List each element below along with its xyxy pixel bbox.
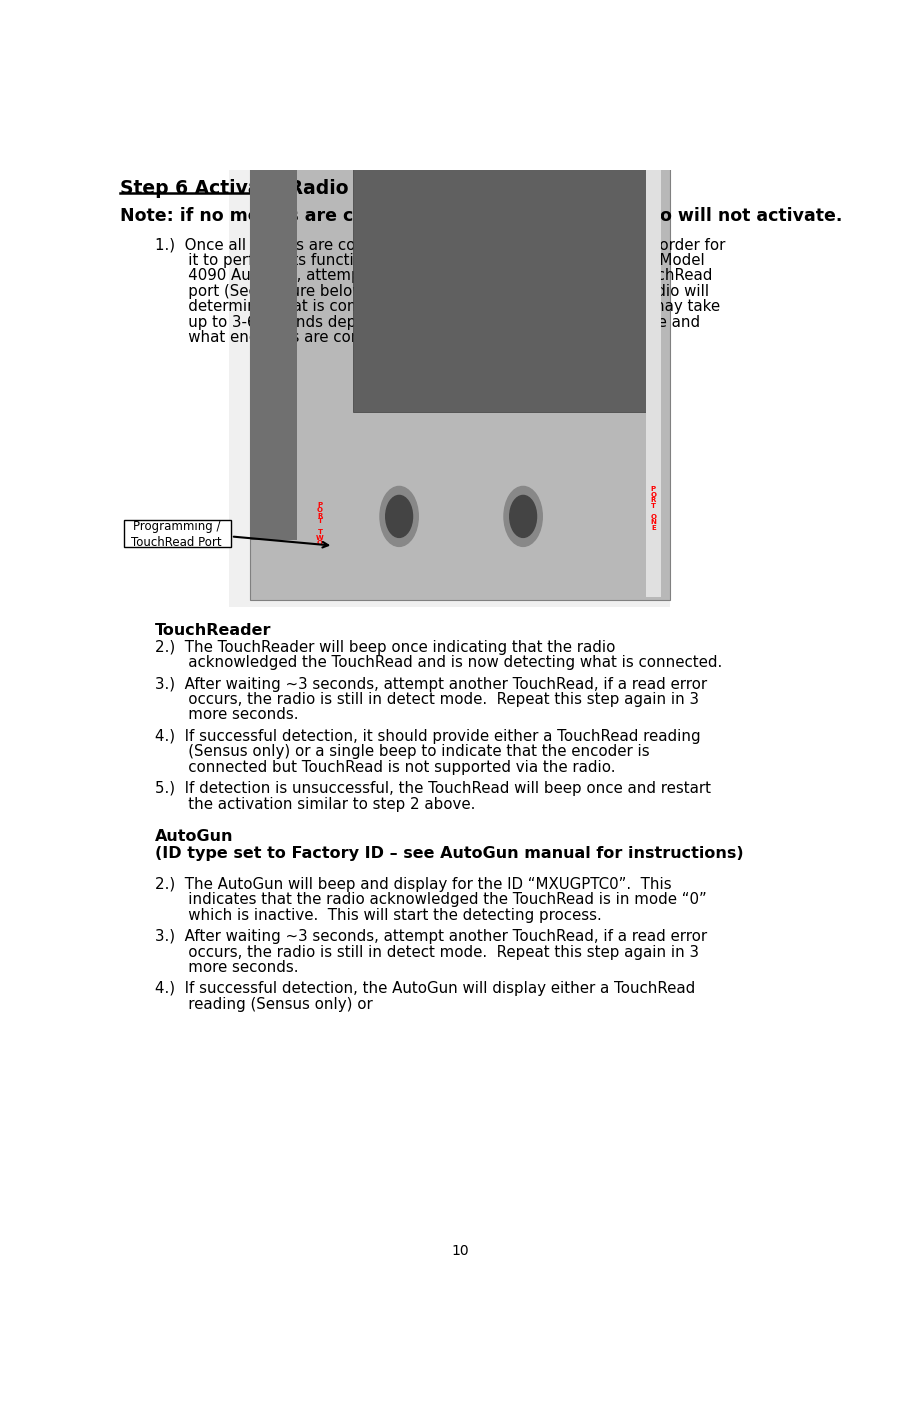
Text: reading (Sensus only) or: reading (Sensus only) or	[155, 997, 373, 1012]
Text: determine what is connected to this unit automatically.  This may take: determine what is connected to this unit…	[155, 299, 720, 314]
Bar	[250, 0, 671, 599]
Circle shape	[504, 487, 542, 547]
Bar	[228, 0, 671, 607]
Text: 4090 AutoGun, attempt a TouchRead on the Programming/TouchRead: 4090 AutoGun, attempt a TouchRead on the…	[155, 269, 712, 283]
Text: 5.)  If detection is unsuccessful, the TouchRead will beep once and restart: 5.) If detection is unsuccessful, the To…	[155, 782, 711, 796]
Text: (Sensus only) or a single beep to indicate that the encoder is: (Sensus only) or a single beep to indica…	[155, 745, 650, 759]
Text: occurs, the radio is still in detect mode.  Repeat this step again in 3: occurs, the radio is still in detect mod…	[155, 944, 699, 960]
Text: connected but TouchRead is not supported via the radio.: connected but TouchRead is not supported…	[155, 760, 616, 775]
Text: the activation similar to step 2 above.: the activation similar to step 2 above.	[155, 797, 476, 811]
Text: Programming /
TouchRead Port: Programming / TouchRead Port	[131, 520, 222, 548]
Text: 3.)  After waiting ~3 seconds, attempt another TouchRead, if a read error: 3.) After waiting ~3 seconds, attempt an…	[155, 677, 708, 691]
Text: it to perform its function.  To activate, using a TouchReader or Model: it to perform its function. To activate,…	[155, 253, 705, 268]
Text: 2.)  The AutoGun will beep and display for the ID “MXUGPTC0”.  This: 2.) The AutoGun will beep and display fo…	[155, 877, 672, 892]
Text: what encoders are connected to it.: what encoders are connected to it.	[155, 330, 452, 346]
Text: 2.)  The TouchReader will beep once indicating that the radio: 2.) The TouchReader will beep once indic…	[155, 640, 616, 654]
Text: 10: 10	[452, 1245, 469, 1257]
Text: P
O
R
T
 
T
W
O: P O R T T W O	[316, 501, 324, 547]
Text: Note: if no meters are connected to this radio, the radio will not activate.: Note: if no meters are connected to this…	[120, 207, 842, 225]
Text: indicates that the radio acknowledged the TouchRead is in mode “0”: indicates that the radio acknowledged th…	[155, 892, 707, 908]
Text: TouchReader: TouchReader	[155, 623, 271, 637]
Text: P
O
R
T
 
O
N
E: P O R T O N E	[650, 487, 656, 531]
Text: up to 3-6 seconds depending on if this unit is dual port capable and: up to 3-6 seconds depending on if this u…	[155, 314, 700, 330]
Text: which is inactive.  This will start the detecting process.: which is inactive. This will start the d…	[155, 908, 601, 923]
Bar	[645, 0, 661, 598]
Bar	[250, 0, 297, 539]
Text: more seconds.: more seconds.	[155, 960, 298, 976]
Text: 4.)  If successful detection, it should provide either a TouchRead reading: 4.) If successful detection, it should p…	[155, 729, 700, 743]
Text: 3.)  After waiting ~3 seconds, attempt another TouchRead, if a read error: 3.) After waiting ~3 seconds, attempt an…	[155, 929, 708, 944]
Text: AutoGun: AutoGun	[155, 828, 234, 844]
Text: port (See picture below).  Once TouchRead is activated, the radio will: port (See picture below). Once TouchRead…	[155, 283, 709, 299]
Text: 4.)  If successful detection, the AutoGun will display either a TouchRead: 4.) If successful detection, the AutoGun…	[155, 981, 695, 997]
Text: 1.)  Once all meters are connected, the radio must be activated in order for: 1.) Once all meters are connected, the r…	[155, 238, 725, 252]
Circle shape	[386, 496, 413, 538]
Circle shape	[380, 487, 418, 547]
Text: Step 6 Activate Radio: Step 6 Activate Radio	[120, 180, 349, 198]
Text: occurs, the radio is still in detect mode.  Repeat this step again in 3: occurs, the radio is still in detect mod…	[155, 692, 699, 707]
Bar	[352, 0, 654, 412]
Circle shape	[510, 496, 537, 538]
Bar	[124, 520, 231, 547]
Text: (ID type set to Factory ID – see AutoGun manual for instructions): (ID type set to Factory ID – see AutoGun…	[155, 845, 743, 861]
Text: more seconds.: more seconds.	[155, 708, 298, 722]
Text: acknowledged the TouchRead and is now detecting what is connected.: acknowledged the TouchRead and is now de…	[155, 656, 722, 670]
